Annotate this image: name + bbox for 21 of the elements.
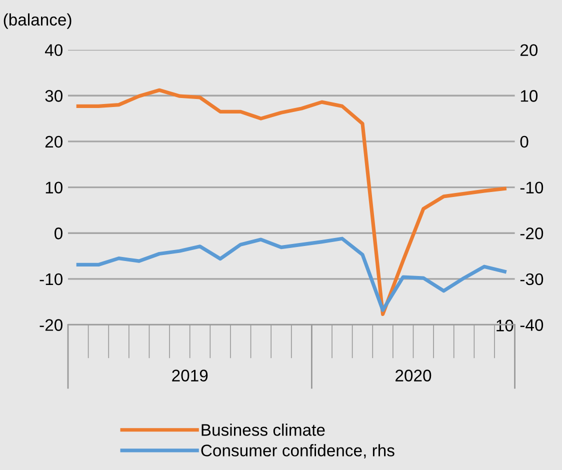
y2-tick-label: 10 — [520, 90, 538, 102]
text: 2019 — [172, 370, 208, 382]
text: 2020 — [396, 370, 432, 382]
y-tick-label: 40 — [44, 44, 62, 56]
y2-tick-label: -20 — [520, 228, 544, 240]
y-tick-label: 20 — [45, 136, 62, 148]
y2-tick-label: -40 — [520, 319, 544, 331]
line-series — [76, 236, 506, 312]
y-tick-label: 10 — [46, 182, 62, 194]
y-tick-label: 0 — [54, 228, 62, 240]
y-axis-title: (balance) — [4, 13, 72, 29]
y2-tick-label: 0 — [520, 136, 528, 148]
legend-label: Consumer confidence, rhs — [201, 444, 394, 458]
y-tick-label: -20 — [40, 319, 62, 331]
legend-label: Business climate — [202, 424, 325, 436]
y2-tick-label: -30 — [520, 273, 544, 286]
y-tick-label: 30 — [45, 90, 62, 102]
y2-tick-label: -10 — [520, 182, 544, 194]
line-series — [76, 88, 506, 316]
y-tick-label: -10 — [40, 273, 62, 286]
y2-tick-label: 20 — [520, 44, 538, 56]
